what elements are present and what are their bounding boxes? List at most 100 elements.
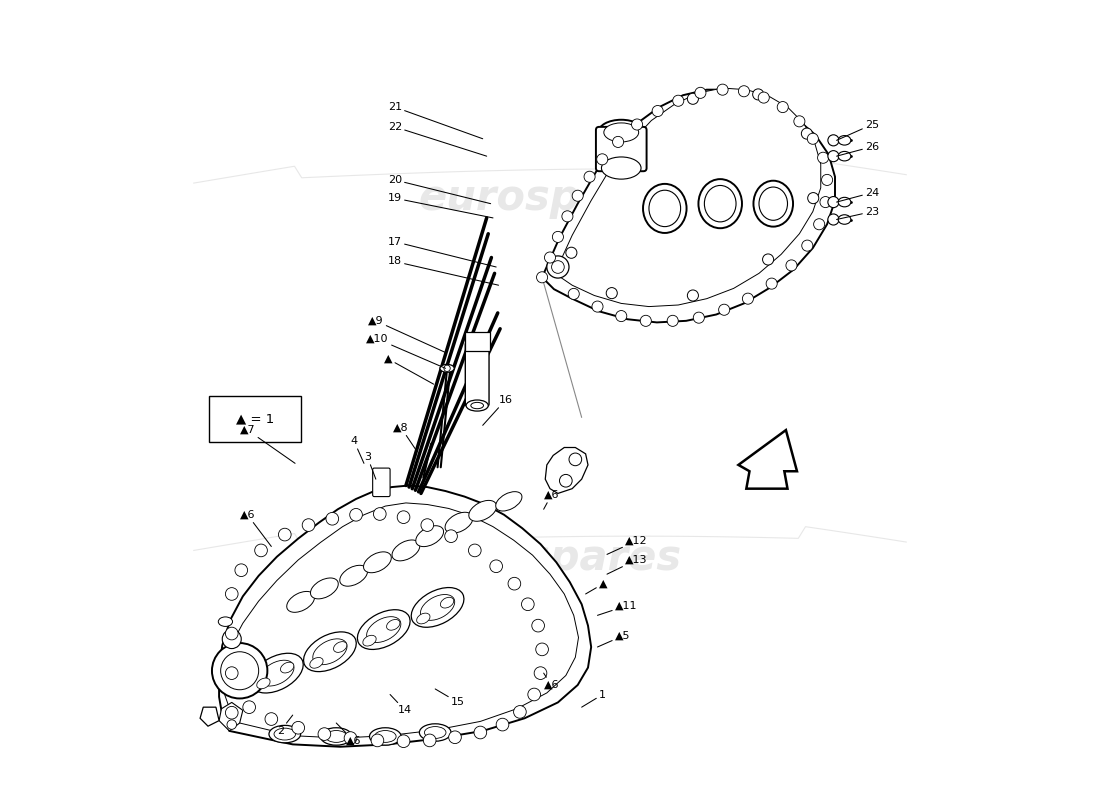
Circle shape [514, 706, 526, 718]
Ellipse shape [251, 654, 304, 693]
Polygon shape [542, 90, 835, 322]
Text: ▲12: ▲12 [607, 536, 648, 554]
Text: 24: 24 [837, 187, 879, 202]
Ellipse shape [287, 591, 315, 612]
Circle shape [535, 666, 547, 679]
Text: 22: 22 [387, 122, 486, 156]
Circle shape [828, 150, 839, 162]
Ellipse shape [363, 635, 376, 646]
Circle shape [828, 214, 839, 225]
Ellipse shape [598, 120, 645, 145]
Text: ▲7: ▲7 [240, 425, 295, 463]
Circle shape [814, 218, 825, 230]
Text: 16: 16 [483, 395, 513, 426]
Text: 3: 3 [364, 452, 376, 479]
Text: 15: 15 [436, 689, 465, 707]
Circle shape [631, 119, 642, 130]
Ellipse shape [411, 587, 464, 627]
Circle shape [623, 150, 634, 161]
Circle shape [569, 453, 582, 466]
Circle shape [531, 619, 544, 632]
Circle shape [695, 87, 706, 98]
Circle shape [424, 734, 436, 746]
Circle shape [227, 720, 236, 730]
Circle shape [374, 508, 386, 520]
Text: ▲ = 1: ▲ = 1 [235, 413, 274, 426]
Ellipse shape [838, 214, 850, 224]
Ellipse shape [838, 198, 850, 207]
Circle shape [222, 630, 241, 649]
Text: 25: 25 [837, 119, 879, 140]
Ellipse shape [280, 662, 294, 673]
Ellipse shape [270, 726, 300, 742]
Text: 19: 19 [387, 193, 493, 218]
Ellipse shape [256, 678, 271, 689]
Ellipse shape [466, 400, 488, 411]
Circle shape [572, 190, 583, 202]
Circle shape [226, 706, 238, 719]
Circle shape [474, 726, 486, 739]
Ellipse shape [446, 512, 473, 533]
Circle shape [490, 560, 503, 573]
Ellipse shape [304, 632, 356, 672]
Ellipse shape [333, 642, 346, 652]
Polygon shape [738, 430, 798, 489]
Circle shape [344, 732, 356, 744]
Circle shape [802, 240, 813, 251]
Ellipse shape [375, 730, 396, 742]
Circle shape [693, 312, 704, 323]
Ellipse shape [392, 540, 420, 561]
Text: 26: 26 [837, 142, 879, 156]
Text: ▲10: ▲10 [366, 334, 446, 368]
Text: 2: 2 [277, 715, 293, 736]
Text: 18: 18 [387, 257, 498, 286]
Circle shape [717, 84, 728, 95]
Circle shape [616, 310, 627, 322]
Circle shape [235, 564, 248, 577]
Text: 21: 21 [387, 102, 483, 138]
Circle shape [794, 116, 805, 127]
Circle shape [569, 288, 580, 299]
Ellipse shape [759, 187, 788, 220]
Circle shape [226, 627, 238, 640]
Ellipse shape [340, 566, 367, 586]
Circle shape [785, 260, 798, 271]
Ellipse shape [698, 179, 742, 228]
Circle shape [738, 86, 749, 97]
Ellipse shape [496, 492, 522, 511]
Circle shape [508, 578, 520, 590]
Ellipse shape [754, 181, 793, 226]
Circle shape [766, 278, 778, 289]
Circle shape [802, 128, 813, 139]
Ellipse shape [218, 617, 232, 626]
Polygon shape [219, 702, 243, 731]
Circle shape [421, 518, 433, 531]
Circle shape [536, 643, 549, 656]
Ellipse shape [417, 613, 430, 624]
FancyBboxPatch shape [464, 332, 490, 351]
Ellipse shape [310, 578, 339, 599]
Text: ▲6: ▲6 [543, 673, 559, 690]
Circle shape [397, 511, 410, 523]
Circle shape [688, 94, 698, 104]
Circle shape [560, 474, 572, 487]
Circle shape [592, 301, 603, 312]
FancyBboxPatch shape [209, 396, 300, 442]
Ellipse shape [274, 728, 296, 740]
Circle shape [562, 210, 573, 222]
Ellipse shape [425, 726, 446, 738]
Circle shape [828, 197, 839, 208]
Circle shape [742, 293, 754, 304]
Circle shape [613, 136, 624, 147]
Ellipse shape [366, 617, 400, 642]
Circle shape [822, 174, 833, 186]
Ellipse shape [312, 639, 346, 665]
Circle shape [521, 598, 535, 610]
Circle shape [718, 304, 729, 315]
Ellipse shape [440, 598, 454, 608]
Text: ▲13: ▲13 [607, 555, 648, 574]
Circle shape [318, 728, 331, 741]
Ellipse shape [370, 728, 402, 745]
Circle shape [371, 734, 384, 746]
Text: ▲9: ▲9 [367, 316, 446, 353]
